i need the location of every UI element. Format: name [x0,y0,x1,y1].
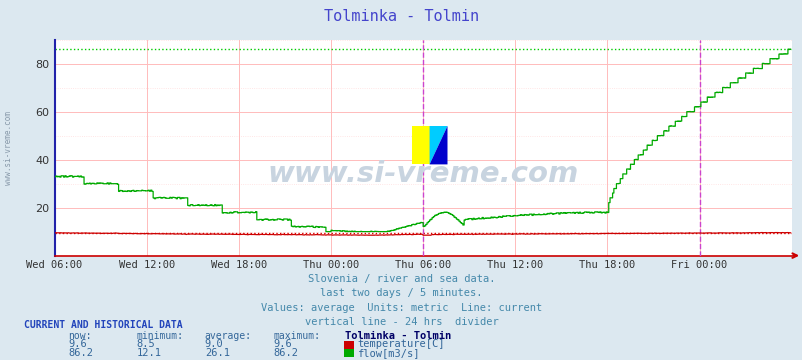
Text: maximum:: maximum: [273,331,320,341]
Text: CURRENT AND HISTORICAL DATA: CURRENT AND HISTORICAL DATA [24,320,183,330]
Text: vertical line - 24 hrs  divider: vertical line - 24 hrs divider [304,317,498,327]
Text: minimum:: minimum: [136,331,184,341]
Text: 86.2: 86.2 [68,348,93,358]
Polygon shape [429,126,447,165]
Text: Values: average  Units: metric  Line: current: Values: average Units: metric Line: curr… [261,303,541,313]
Text: now:: now: [68,331,91,341]
Bar [411,126,429,165]
Text: 9.0: 9.0 [205,339,223,350]
Text: 9.6: 9.6 [68,339,87,350]
Text: 86.2: 86.2 [273,348,298,358]
Text: www.si-vreme.com: www.si-vreme.com [267,159,578,188]
Text: last two days / 5 minutes.: last two days / 5 minutes. [320,288,482,298]
Text: flow[m3/s]: flow[m3/s] [357,348,419,358]
Polygon shape [429,126,447,165]
Text: www.si-vreme.com: www.si-vreme.com [3,111,13,185]
Text: 8.5: 8.5 [136,339,155,350]
Text: Tolminka - Tolmin: Tolminka - Tolmin [323,9,479,24]
Text: 12.1: 12.1 [136,348,161,358]
Text: average:: average: [205,331,252,341]
Text: temperature[C]: temperature[C] [357,339,444,350]
Text: 9.6: 9.6 [273,339,291,350]
Text: Tolminka - Tolmin: Tolminka - Tolmin [345,331,451,341]
Text: Slovenia / river and sea data.: Slovenia / river and sea data. [307,274,495,284]
Text: 26.1: 26.1 [205,348,229,358]
